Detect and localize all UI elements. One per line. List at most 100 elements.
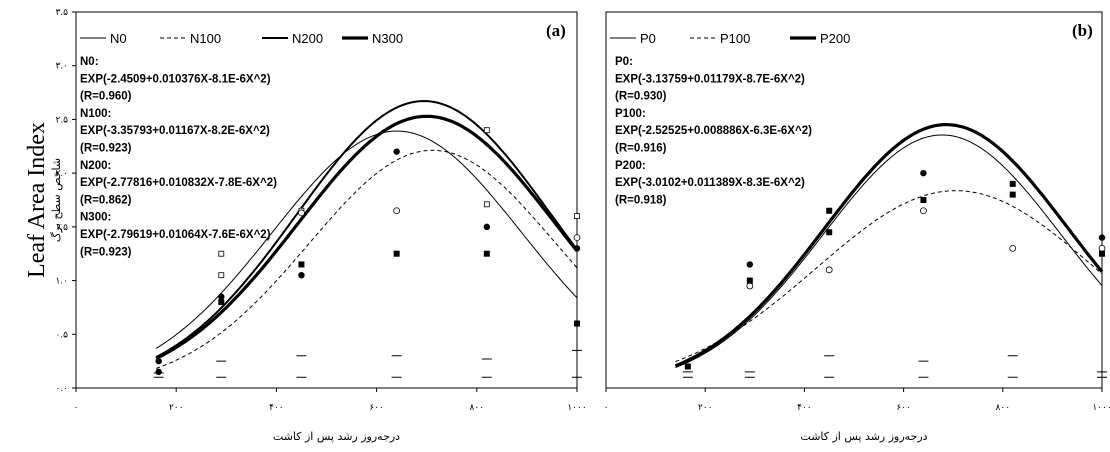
equation-label: N100: — [80, 108, 111, 120]
equation-r-value: (R=0.930) — [615, 91, 667, 103]
legend-label-p200: P200 — [820, 31, 850, 46]
equation-r-value: (R=0.916) — [615, 143, 667, 155]
data-point-p100 — [920, 207, 927, 215]
y-tick-label: ۳.۵ — [55, 8, 68, 18]
equation-formula: EXP(-2.79619+0.01064X-7.6E-6X^2) — [80, 229, 271, 241]
data-point-n300 — [298, 272, 305, 279]
equation-label: N0: — [80, 56, 99, 68]
equation-formula: EXP(-3.35793+0.01167X-8.2E-6X^2) — [80, 125, 270, 137]
equation-r-value: (R=0.923) — [80, 246, 132, 258]
legend-label-n300: N300 — [372, 31, 403, 46]
data-point-p200 — [1009, 180, 1016, 187]
data-point-n200 — [483, 127, 490, 134]
legend-label-n100: N100 — [190, 31, 221, 46]
y-tick-label: ۲.۵ — [55, 115, 68, 125]
data-point-n300 — [483, 223, 491, 231]
y-axis-title-group: Leaf Area Index شاخص سطح برگ — [24, 122, 63, 278]
series-curve-n100 — [156, 149, 578, 369]
data-point-p100 — [1009, 244, 1017, 252]
y-axis-title: Leaf Area Index — [24, 122, 50, 278]
data-point-p200 — [826, 207, 833, 214]
equation-label: P0: — [615, 56, 633, 68]
y-tick-label: ۱.۵ — [55, 223, 68, 233]
equation-formula: EXP(-2.52525+0.008886X-6.3E-6X^2) — [615, 125, 812, 137]
data-point-n300 — [218, 299, 225, 306]
x-tick-label: ۲۰۰ — [698, 403, 713, 413]
data-point-n300 — [483, 250, 490, 257]
plot-frame — [75, 11, 578, 389]
data-point-p200 — [1009, 191, 1016, 198]
x-tick-label: ۰ — [604, 403, 609, 413]
y-tick-label: ۰.۰ — [55, 384, 68, 394]
equation-formula: EXP(-3.0102+0.011389X-8.3E-6X^2) — [615, 177, 805, 189]
data-point-n200 — [573, 234, 581, 242]
x-axis-title: درجه‌روز رشد پس از کاشت — [800, 430, 927, 443]
equation-r-value: (R=0.862) — [80, 194, 132, 206]
data-point-p200 — [1099, 250, 1105, 257]
data-point-p200 — [920, 169, 927, 177]
x-tick-label: ۱۰۰۰ — [567, 403, 586, 413]
data-point-p100 — [1098, 244, 1106, 252]
x-tick-label: ۶۰۰ — [896, 403, 911, 413]
equation-label: P200: — [615, 160, 646, 172]
plot-frame — [605, 11, 1103, 389]
data-point-n300 — [573, 245, 581, 252]
x-tick-label: ۱۰۰۰ — [1092, 403, 1110, 413]
data-point-p100 — [825, 266, 833, 274]
data-point-p200 — [684, 363, 691, 370]
data-point-n200 — [574, 213, 580, 220]
data-point-p200 — [746, 277, 753, 284]
data-point-n300 — [393, 148, 400, 155]
equation-label: N300: — [80, 212, 111, 224]
x-tick-label: ۸۰۰ — [996, 403, 1011, 413]
x-tick-label: ۸۰۰ — [470, 403, 485, 413]
series-curve-p200 — [674, 123, 1104, 368]
series-curve-n300 — [155, 114, 579, 360]
legend-label-n0: N0 — [110, 31, 127, 46]
data-point-n300 — [298, 261, 305, 268]
equation-formula: EXP(-3.13759+0.01179X-8.7E-6X^2) — [615, 73, 805, 85]
data-point-p200 — [920, 197, 927, 203]
y-tick-label: ۲.۰ — [55, 169, 68, 179]
equation-r-value: (R=0.923) — [80, 143, 132, 155]
panel-label: (b) — [1072, 21, 1093, 40]
data-point-n200 — [298, 209, 305, 217]
series-curve-p100 — [675, 190, 1103, 363]
data-point-p100 — [746, 282, 754, 290]
data-point-p200 — [746, 261, 754, 268]
equation-label: P100: — [615, 108, 646, 120]
data-point-n200 — [218, 272, 225, 279]
data-point-n300 — [155, 357, 162, 365]
y-tick-label: ۱.۰ — [55, 277, 68, 287]
data-point-n300 — [574, 320, 580, 327]
series-curve-n0 — [155, 130, 578, 349]
x-tick-label: ۲۰۰ — [169, 403, 184, 413]
panel-label: (a) — [546, 21, 566, 40]
chart-panel-b: ۰ ۲۰۰ ۴۰۰ ۶۰۰ ۸۰۰ ۱۰۰۰ درجه‌روز رشد پس از کاشت… — [604, 11, 1110, 443]
data-point-n200 — [483, 201, 490, 208]
equation-label: N200: — [80, 160, 111, 172]
data-point-p200 — [826, 229, 833, 236]
equation-r-value: (R=0.918) — [615, 194, 667, 206]
data-point-n300 — [393, 250, 400, 257]
x-tick-label: ۴۰۰ — [269, 403, 284, 413]
series-curve-p0 — [675, 134, 1103, 368]
x-tick-label: ۴۰۰ — [797, 403, 812, 413]
y-tick-label: ۳.۰ — [55, 62, 68, 72]
data-point-n300 — [155, 368, 162, 376]
data-point-n200 — [218, 250, 225, 257]
legend-label-n200: N200 — [292, 31, 323, 46]
x-tick-label: ۰ — [74, 403, 79, 413]
data-point-n300 — [218, 293, 225, 300]
chart-panel-a: ۰.۰ ۰.۵ ۱.۰ ۱.۵ ۲.۰ ۲.۵ ۳.۰ ۳.۵ ۰ ۲۰۰ ۴۰۰ ۶۰۰ ۸۰۰ ۱۰۰… — [55, 8, 586, 443]
equation-formula: EXP(-2.77816+0.010832X-7.8E-6X^2) — [80, 177, 277, 189]
x-axis-title: درجه‌روز رشد پس از کاشت — [273, 430, 400, 443]
y-axis-subtitle: شاخص سطح برگ — [50, 158, 63, 242]
series-curve-n200 — [155, 100, 578, 358]
legend-label-p0: P0 — [640, 31, 656, 46]
y-tick-label: ۰.۵ — [55, 330, 68, 340]
equation-r-value: (R=0.960) — [80, 91, 132, 103]
equation-formula: EXP(-2.4509+0.010376X-8.1E-6X^2) — [80, 73, 271, 85]
legend-label-p100: P100 — [720, 31, 750, 46]
